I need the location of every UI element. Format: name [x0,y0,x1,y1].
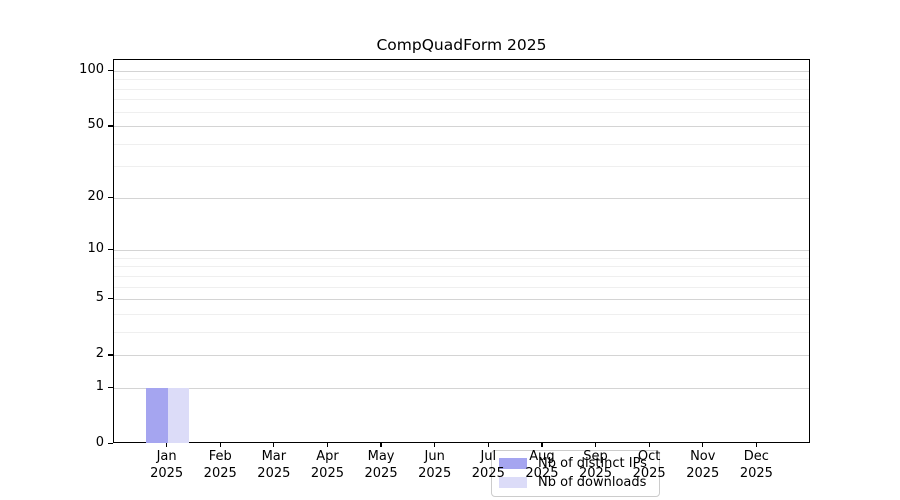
x-tick-year: 2025 [203,465,237,481]
x-tick-month: Jun [424,449,445,464]
y-tick-label-10: 10 [87,241,104,257]
x-tick-month: Sep [583,449,608,464]
x-tick-month: Feb [208,449,232,464]
legend: Nb of distinct IPs Nb of downloads [491,450,660,497]
y-tick-label-20: 20 [87,188,104,204]
x-tick-mark-jul [487,443,489,447]
x-tick-mark-feb [219,443,221,447]
x-tick-mark-dec [755,443,758,447]
bar-nb-of-distinct-ips-jan [146,387,168,443]
x-tick-year: 2025 [739,465,773,481]
x-tick-mark-jun [434,443,436,447]
gridline-minor-80 [114,88,809,90]
gridline-minor-90 [114,79,809,81]
x-tick-year: 2025 [364,465,398,481]
x-tick-mark-sep [594,443,597,447]
gridline-major-2 [114,355,809,357]
gridline-minor-70 [114,99,809,101]
x-tick-mark-oct [648,443,650,447]
gridline-major-20 [114,197,809,199]
y-tick-mark-5 [108,298,113,300]
x-tick-month: Aug [529,449,555,464]
gridline-minor-8 [114,266,809,268]
y-tick-mark-10 [108,249,113,251]
gridline-minor-7 [114,275,809,277]
x-tick-year: 2025 [310,465,344,481]
chart-title: CompQuadForm 2025 [376,36,547,54]
gridline-major-1 [114,387,809,389]
gridline-minor-9 [114,257,809,259]
x-tick-month: Jan [156,449,177,464]
y-tick-label-100: 100 [79,62,104,77]
x-tick-label-jun: Jun 2025 [403,449,467,482]
x-tick-year: 2025 [632,465,666,481]
y-tick-label-1: 1 [95,378,104,394]
gridline-minor-40 [114,143,809,145]
gridline-major-5 [114,299,809,301]
x-tick-label-may: May 2025 [349,449,413,482]
x-tick-year: 2025 [471,465,505,481]
x-tick-label-jan: Jan 2025 [135,449,199,482]
y-tick-mark-20 [108,196,113,199]
y-tick-label-0: 0 [95,435,104,450]
x-tick-year: 2025 [525,465,559,481]
x-tick-month: Jul [480,449,497,464]
x-tick-label-aug: Aug 2025 [510,449,574,482]
x-tick-month: Apr [316,449,339,464]
x-tick-year: 2025 [150,465,184,481]
y-tick-mark-100 [108,70,113,72]
x-tick-mark-apr [326,443,329,447]
y-tick-label-5: 5 [95,290,104,306]
x-tick-mark-nov [702,443,704,447]
x-tick-label-oct: Oct 2025 [617,449,681,482]
x-tick-mark-aug [541,443,543,447]
gridline-minor-6 [114,286,809,288]
legend-swatch-downloads [499,477,527,488]
x-tick-label-mar: Mar 2025 [242,449,306,482]
gridline-major-50 [114,126,809,128]
legend-item-distinct-ips: Nb of distinct IPs [499,456,651,471]
x-tick-label-jul: Jul 2025 [456,449,520,482]
x-tick-label-dec: Dec 2025 [724,449,788,482]
x-tick-year: 2025 [686,465,720,481]
x-tick-month: May [367,449,395,464]
x-tick-month: Dec [743,449,769,464]
x-tick-year: 2025 [578,465,613,481]
x-tick-mark-jan [165,443,168,447]
x-tick-label-apr: Apr 2025 [295,449,359,482]
bar-nb-of-downloads-jan [167,387,190,443]
legend-label-downloads: Nb of downloads [538,475,647,490]
gridline-minor-4 [114,313,809,315]
gridline-minor-30 [114,166,809,168]
x-tick-month: Oct [637,449,661,464]
x-tick-month: Mar [261,449,287,464]
y-tick-label-50: 50 [87,117,104,133]
gridline-minor-3 [114,331,809,333]
x-tick-month: Nov [690,449,716,464]
x-tick-label-nov: Nov 2025 [671,449,735,482]
x-tick-mark-may [380,443,382,447]
legend-item-downloads: Nb of downloads [499,475,651,490]
legend-swatch-distinct-ips [499,458,527,469]
x-tick-label-sep: Sep 2025 [564,449,628,482]
plot-area: Nb of distinct IPs Nb of downloads [113,59,810,497]
legend-label-distinct-ips: Nb of distinct IPs [538,456,647,471]
x-tick-year: 2025 [418,465,452,481]
gridline-major-100 [114,71,809,72]
x-tick-label-feb: Feb 2025 [188,449,252,482]
gridline-major-10 [114,250,809,252]
y-tick-mark-1 [108,386,113,389]
x-tick-mark-mar [273,443,275,447]
y-tick-mark-0 [108,443,113,445]
y-tick-mark-50 [108,125,113,127]
y-tick-mark-2 [108,354,113,356]
y-tick-label-2: 2 [95,346,104,362]
x-tick-year: 2025 [257,465,291,481]
gridline-minor-60 [114,111,809,113]
